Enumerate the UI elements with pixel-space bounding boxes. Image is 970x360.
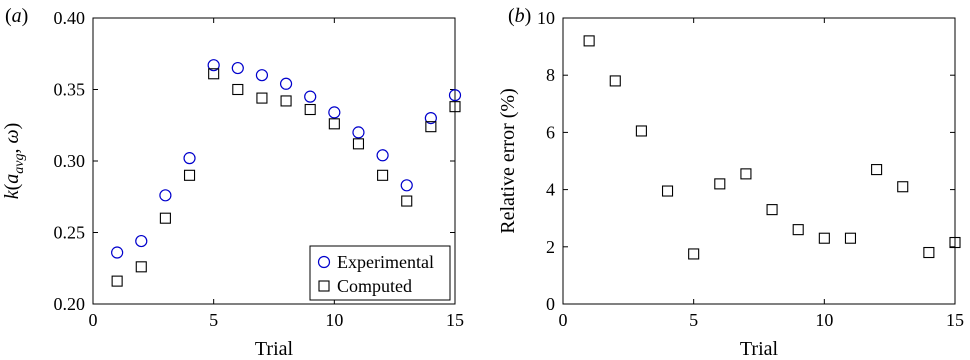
x-tick-label: 10: [325, 310, 343, 330]
data-point-square: [661, 185, 674, 197]
axes-frame: [562, 17, 956, 305]
y-tick-label: 6: [546, 122, 555, 142]
x-tick-label: 15: [946, 310, 964, 330]
data-point-square: [609, 75, 621, 87]
y-tick-label: 0.25: [54, 223, 86, 243]
x-tick-label: 0: [89, 310, 98, 330]
x-tick-label: 0: [559, 310, 568, 330]
y-axis-label: k(aavg, ω): [1, 123, 27, 200]
x-tick-label: 10: [815, 310, 833, 330]
y-tick-label: 2: [546, 237, 555, 257]
data-point-square: [328, 118, 340, 130]
data-point-circle: [424, 111, 437, 125]
y-tick-label: 0.35: [54, 80, 86, 100]
x-tick-label: 5: [209, 310, 218, 330]
legend: Experimental Computed: [309, 245, 451, 301]
data-point-square: [583, 35, 595, 47]
data-point-square: [818, 232, 830, 244]
data-point-square: [449, 101, 461, 113]
data-point-square: [792, 224, 804, 236]
legend-entry-label: Experimental: [337, 252, 434, 272]
legend-marker-square: [318, 280, 330, 292]
data-point-square: [688, 248, 700, 260]
data-point-square: [949, 236, 961, 249]
data-point-square: [740, 168, 752, 180]
x-axis-label: Trial: [255, 338, 294, 360]
data-point-circle: [304, 90, 317, 103]
legend-box: [309, 245, 451, 301]
data-point-circle: [183, 152, 196, 165]
legend-marker-circle: [317, 255, 331, 269]
data-point-square: [183, 169, 196, 181]
panel-b: 0 5 10 15 0 2 4 6 8 10 Trial Relative error (%) (b): [497, 5, 964, 360]
data-point-square: [377, 169, 389, 181]
data-point-circle: [231, 61, 244, 75]
data-point-square: [304, 103, 316, 116]
data-point-square: [923, 246, 935, 259]
y-tick-label: 0.40: [54, 8, 86, 28]
data-point-circle: [352, 126, 365, 139]
data-point-circle: [159, 189, 172, 202]
data-point-circle: [376, 149, 389, 162]
data-point-square: [897, 181, 909, 193]
data-point-square: [280, 95, 292, 107]
data-point-square: [766, 204, 778, 216]
y-axis-label: Relative error (%): [497, 88, 519, 233]
data-point-square: [256, 92, 268, 104]
data-point-square: [159, 212, 171, 224]
data-point-square: [425, 121, 437, 133]
data-point-circle: [255, 69, 269, 82]
panel-label: (a): [5, 5, 28, 27]
data-point-square: [844, 232, 857, 244]
y-tick-label: 0: [546, 294, 555, 314]
y-tick-label: 0.30: [54, 151, 86, 171]
y-tick-label: 4: [546, 180, 555, 200]
data-point-circle: [207, 59, 220, 72]
data-point-circle: [448, 89, 462, 102]
data-point-circle: [111, 246, 124, 259]
data-point-square: [871, 164, 883, 176]
data-point-circle: [279, 77, 293, 90]
x-tick-label: 5: [689, 310, 698, 330]
data-point-square: [635, 125, 647, 137]
data-point-square: [135, 261, 147, 273]
y-tick-label: 8: [546, 65, 555, 85]
data-point-square: [232, 83, 244, 96]
data-point-square: [208, 68, 220, 80]
data-point-circle: [135, 234, 148, 248]
data-point-square: [111, 275, 123, 287]
y-tick-label: 0.20: [54, 294, 86, 314]
y-tick-label: 10: [537, 8, 555, 28]
data-point-square: [401, 195, 413, 207]
data-point-circle: [328, 106, 341, 119]
x-axis-label: Trial: [740, 338, 779, 360]
data-point-square: [352, 138, 365, 150]
panel-a: 0 5 10 15 0.20 0.25 0.30 0.35 0.40 Trial k(aavg, ω…: [1, 5, 464, 360]
data-point-circle: [400, 179, 413, 192]
x-tick-label: 15: [446, 310, 464, 330]
legend-entry-label: Computed: [337, 276, 412, 296]
data-point-square: [714, 178, 726, 190]
panel-label: (b): [508, 5, 531, 27]
